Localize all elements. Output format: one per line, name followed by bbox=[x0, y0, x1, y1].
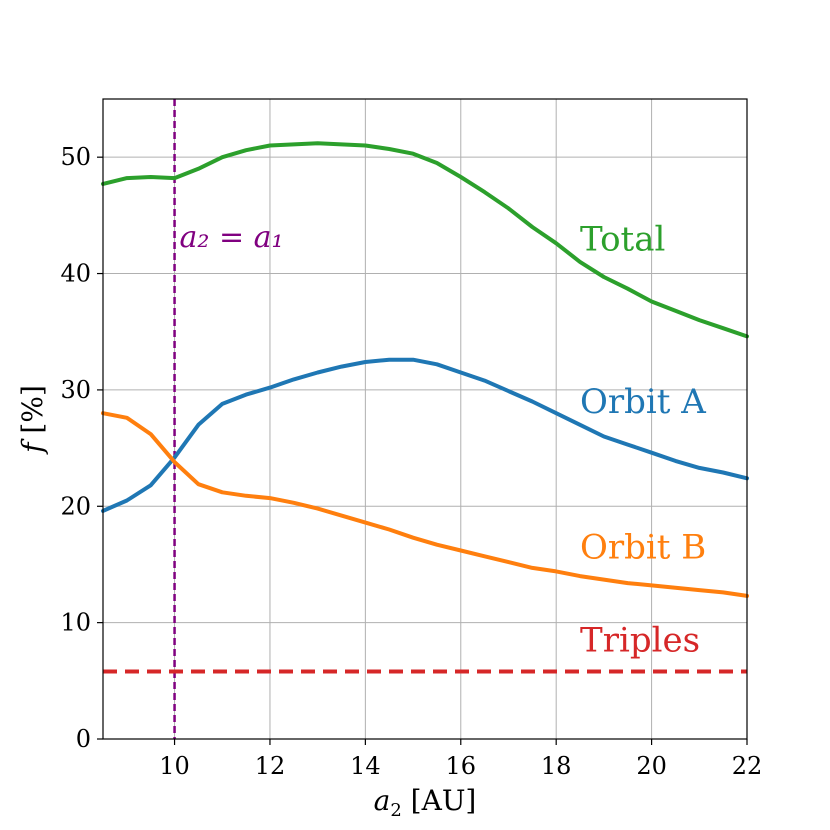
x-tick-label: 22 bbox=[732, 752, 763, 780]
label-layer: Total Orbit A Orbit B Triples a₂ = a₁ bbox=[180, 219, 707, 660]
x-tick-label: 14 bbox=[350, 752, 381, 780]
plot-frame bbox=[102, 98, 748, 740]
y-tick-label: 10 bbox=[60, 609, 91, 637]
y-tick-label: 0 bbox=[76, 725, 91, 753]
series-label-total: Total bbox=[580, 219, 665, 259]
vertical-line-label: a₂ = a₁ bbox=[180, 220, 284, 255]
series-label-orbit-a: Orbit A bbox=[580, 382, 706, 422]
y-tick-label: 20 bbox=[60, 492, 91, 520]
x-axis-label: a2 [AU] bbox=[374, 784, 477, 821]
y-tick-label: 50 bbox=[60, 143, 91, 171]
y-tick-label: 30 bbox=[60, 376, 91, 404]
series-label-orbit-b: Orbit B bbox=[580, 528, 706, 568]
series-line-orbit-b bbox=[101, 411, 749, 598]
series-layer bbox=[101, 141, 749, 674]
x-tick-label: 12 bbox=[255, 752, 286, 780]
series-line-orbit-a bbox=[101, 357, 749, 513]
tick-layer: 10 12 14 16 18 20 22 0 10 20 30 40 50 bbox=[60, 143, 762, 780]
x-tick-label: 20 bbox=[636, 752, 667, 780]
y-axis-label: f [%] bbox=[16, 385, 49, 455]
x-tick-label: 16 bbox=[446, 752, 477, 780]
series-label-triples: Triples bbox=[580, 621, 700, 661]
y-tick-label: 40 bbox=[60, 260, 91, 288]
x-tick-label: 18 bbox=[541, 752, 572, 780]
series-line-total bbox=[101, 141, 749, 339]
x-tick-label: 10 bbox=[159, 752, 190, 780]
